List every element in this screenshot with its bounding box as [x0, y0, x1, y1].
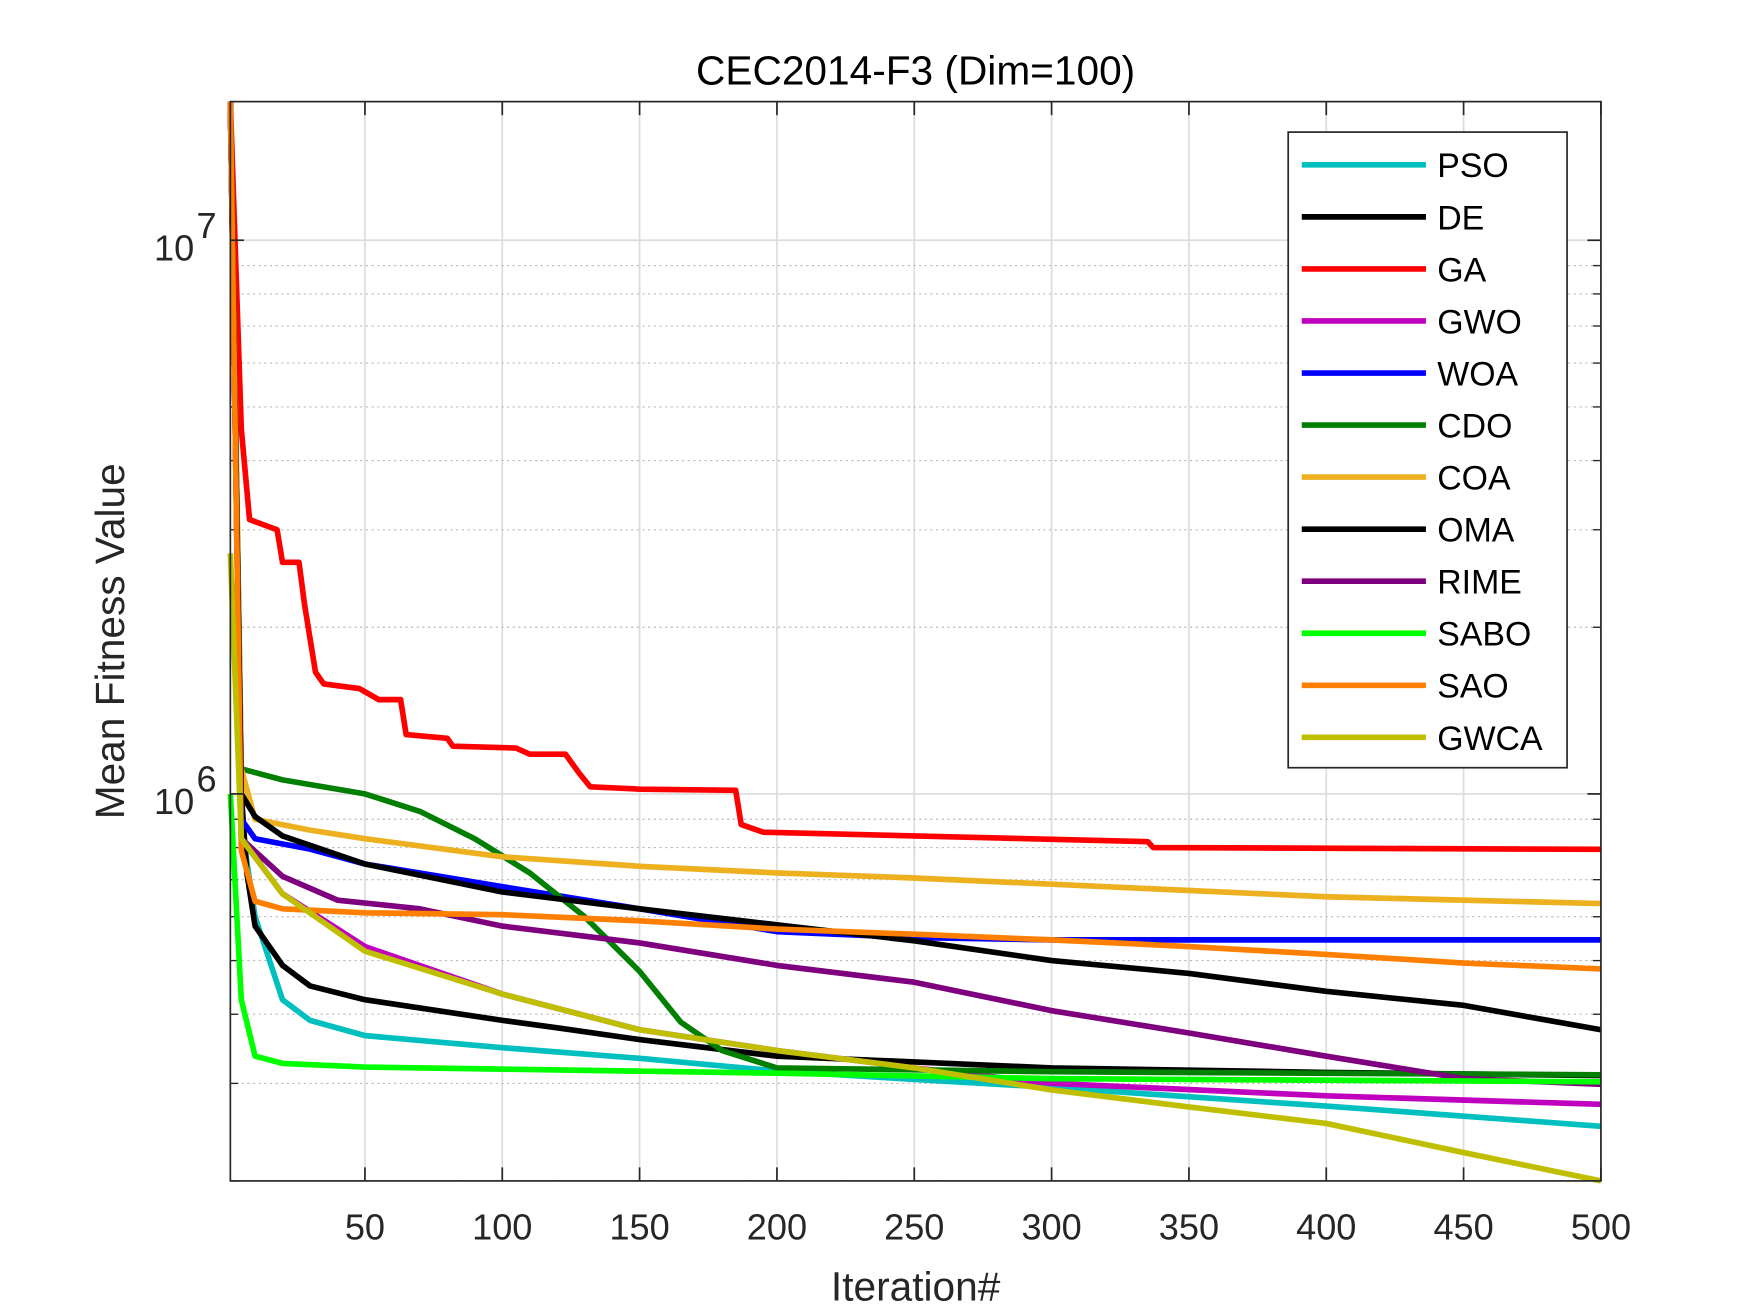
legend-label: WOA	[1437, 355, 1518, 393]
x-tick-label: 300	[1021, 1207, 1081, 1248]
series-line-rime	[227, 101, 1602, 1088]
legend-label: GA	[1437, 251, 1486, 289]
x-tick-label: 50	[345, 1207, 385, 1248]
x-tick-label: 100	[472, 1207, 532, 1248]
x-tick-label: 150	[609, 1207, 669, 1248]
series-line-oma	[227, 101, 1602, 1033]
series-line-ga	[227, 101, 1601, 853]
y-tick-exponent: 6	[196, 759, 216, 800]
series-line-sabo	[227, 793, 1601, 1085]
x-tick-label: 500	[1571, 1207, 1631, 1248]
y-tick-label: 10	[154, 781, 194, 822]
legend: PSO DE GA GWO WOA CDO COA OMA RIME SABO SAO GWCA	[1287, 131, 1568, 769]
x-tick-label: 250	[884, 1207, 944, 1248]
legend-label: SAO	[1437, 668, 1509, 706]
x-tick-label: 450	[1433, 1207, 1493, 1248]
plot-frame	[229, 100, 1602, 1182]
legend-label: GWCA	[1437, 720, 1543, 758]
legend-label: PSO	[1437, 147, 1509, 185]
x-tick-label: 350	[1159, 1207, 1219, 1248]
x-tick-label: 400	[1296, 1207, 1356, 1248]
legend-label: COA	[1437, 460, 1511, 498]
legend-label: CDO	[1437, 407, 1512, 445]
legend-label: OMA	[1437, 512, 1515, 550]
y-tick-label: 10	[154, 228, 194, 269]
y-axis-label: Mean Fitness Value	[87, 463, 133, 819]
series-lines	[227, 101, 1602, 1184]
series-line-gwca	[227, 553, 1602, 1184]
chart-title: CEC2014-F3 (Dim=100)	[696, 48, 1135, 94]
series-line-sao	[227, 101, 1602, 972]
legend-label: SABO	[1437, 616, 1531, 654]
legend-label: DE	[1437, 199, 1484, 237]
series-line-cdo	[227, 101, 1601, 1078]
x-axis-label: Iteration#	[831, 1264, 1001, 1310]
x-tick-label: 200	[747, 1207, 807, 1248]
y-tick-exponent: 7	[196, 205, 216, 246]
legend-label: GWO	[1437, 303, 1522, 341]
legend-label: RIME	[1437, 564, 1522, 602]
x-axis: 50 100 150 200 250 300 350 400 450 500	[345, 101, 1631, 1248]
legend-box	[1287, 131, 1568, 769]
